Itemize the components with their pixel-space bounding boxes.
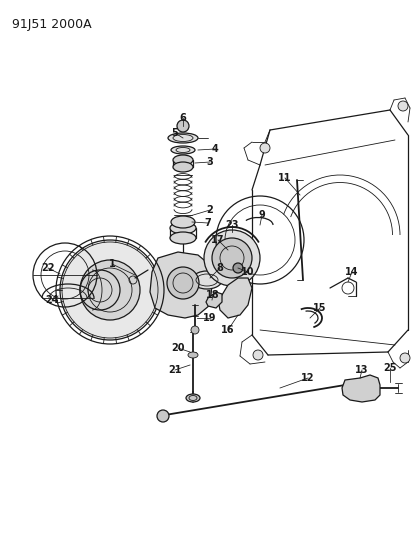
- Circle shape: [157, 410, 169, 422]
- Circle shape: [166, 267, 199, 299]
- Text: 4: 4: [211, 144, 218, 154]
- Circle shape: [399, 353, 409, 363]
- Text: 10: 10: [241, 267, 254, 277]
- Circle shape: [233, 263, 242, 273]
- Polygon shape: [206, 292, 221, 308]
- Circle shape: [259, 143, 269, 153]
- Ellipse shape: [192, 271, 221, 289]
- Text: 3: 3: [206, 157, 213, 167]
- Ellipse shape: [171, 216, 195, 228]
- Text: 20: 20: [171, 343, 184, 353]
- Text: 22: 22: [41, 263, 55, 273]
- Text: 7: 7: [204, 218, 211, 228]
- Text: 11: 11: [278, 173, 291, 183]
- Circle shape: [80, 260, 140, 320]
- Polygon shape: [341, 375, 379, 402]
- Circle shape: [177, 120, 189, 132]
- Text: 13: 13: [354, 365, 368, 375]
- Text: 8: 8: [216, 263, 223, 273]
- Ellipse shape: [170, 232, 195, 244]
- Text: 91J51 2000A: 91J51 2000A: [12, 18, 91, 31]
- Text: 12: 12: [301, 373, 314, 383]
- Ellipse shape: [188, 352, 197, 358]
- Ellipse shape: [173, 162, 192, 172]
- Text: 2: 2: [206, 205, 213, 215]
- Text: 23: 23: [225, 220, 238, 230]
- Text: 18: 18: [206, 290, 219, 300]
- Circle shape: [60, 240, 159, 340]
- Circle shape: [204, 230, 259, 286]
- Circle shape: [252, 350, 262, 360]
- Polygon shape: [218, 278, 252, 318]
- Polygon shape: [150, 252, 211, 318]
- Circle shape: [397, 101, 407, 111]
- Text: 25: 25: [382, 363, 396, 373]
- Ellipse shape: [185, 394, 199, 402]
- Text: 5: 5: [171, 128, 178, 138]
- Text: 9: 9: [258, 210, 265, 220]
- Text: 17: 17: [211, 235, 224, 245]
- Circle shape: [211, 238, 252, 278]
- Text: 16: 16: [221, 325, 234, 335]
- Text: 24: 24: [45, 295, 59, 305]
- Text: 21: 21: [168, 365, 181, 375]
- Ellipse shape: [170, 222, 195, 234]
- Text: 6: 6: [179, 113, 186, 123]
- Text: 14: 14: [344, 267, 358, 277]
- Ellipse shape: [173, 155, 192, 165]
- Text: 1: 1: [108, 259, 115, 269]
- Circle shape: [190, 326, 199, 334]
- Text: 15: 15: [313, 303, 326, 313]
- Ellipse shape: [171, 146, 195, 154]
- Ellipse shape: [168, 133, 197, 143]
- Text: 19: 19: [203, 313, 216, 323]
